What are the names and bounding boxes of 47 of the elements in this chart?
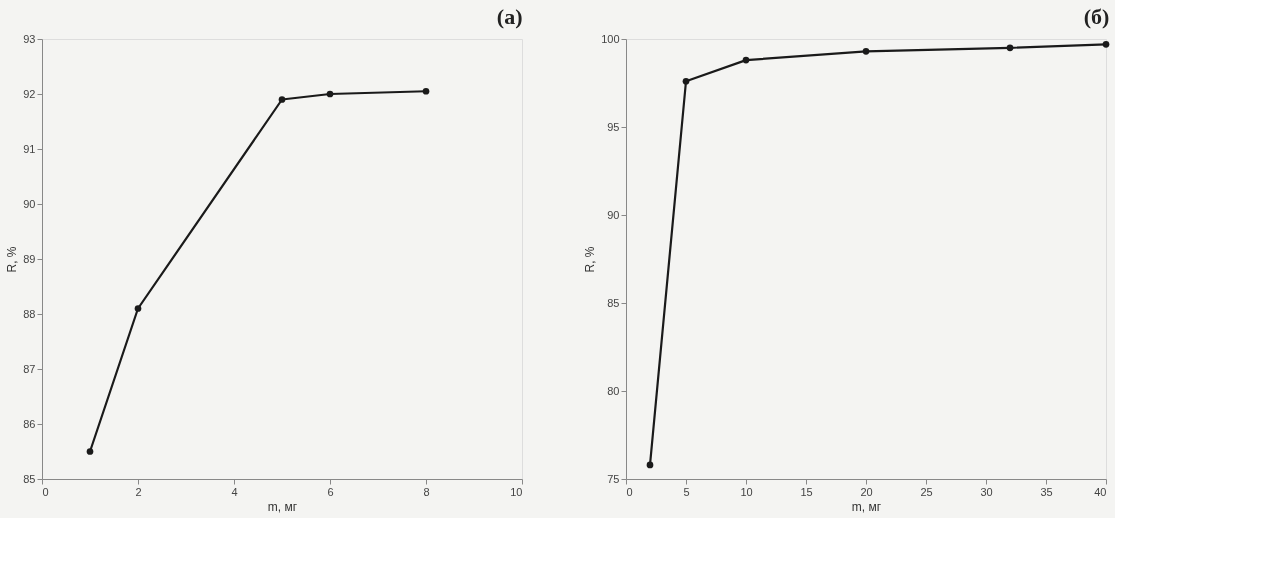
x-axis-title: m, мг <box>267 499 298 514</box>
y-tick-label: 100 <box>601 32 620 45</box>
y-tick-label: 88 <box>23 307 36 320</box>
chart-title: (б) <box>1083 4 1110 29</box>
y-tick-label: 89 <box>23 252 36 265</box>
point <box>862 47 870 55</box>
point <box>1006 44 1014 52</box>
x-tick-label: 10 <box>510 485 523 498</box>
y-tick-label: 90 <box>607 208 620 221</box>
y-tick-label: 85 <box>607 296 620 309</box>
point <box>1102 40 1110 48</box>
y-tick-label: 92 <box>23 87 36 100</box>
x-tick-label: 6 <box>327 485 334 498</box>
point <box>134 305 142 312</box>
x-tick-label: 20 <box>860 485 873 498</box>
x-tick-label: 2 <box>135 485 142 498</box>
y-axis-title: R, % <box>583 246 598 273</box>
point <box>742 56 750 64</box>
x-tick-label: 0 <box>626 485 633 498</box>
x-tick-label: 8 <box>423 485 430 498</box>
point <box>646 461 654 469</box>
y-tick-label: 75 <box>607 472 620 485</box>
y-tick-label: 95 <box>607 120 620 133</box>
y-tick-label: 85 <box>23 472 36 485</box>
y-tick-label: 93 <box>23 32 36 45</box>
x-tick-label: 30 <box>980 485 993 498</box>
point <box>326 90 334 98</box>
point <box>682 77 690 85</box>
x-axis-title: m, мг <box>851 499 882 514</box>
x-tick-label: 15 <box>800 485 813 498</box>
x-tick-label: 35 <box>1040 485 1053 498</box>
y-tick-label: 90 <box>23 197 36 210</box>
y-axis-title: R, % <box>5 246 20 273</box>
x-tick-label: 4 <box>231 485 238 498</box>
y-tick-label: 91 <box>23 142 36 155</box>
chart-title: (а) <box>496 4 523 29</box>
point <box>422 87 430 95</box>
point <box>278 96 286 103</box>
y-tick-label: 86 <box>23 417 36 430</box>
point <box>86 448 94 455</box>
x-tick-label: 40 <box>1094 485 1107 498</box>
x-tick-label: 10 <box>740 485 753 498</box>
y-tick-label: 80 <box>607 384 620 397</box>
y-tick-label: 87 <box>23 362 36 375</box>
x-tick-label: 25 <box>920 485 933 498</box>
x-tick-label: 5 <box>683 485 690 498</box>
x-tick-label: 0 <box>42 485 49 498</box>
